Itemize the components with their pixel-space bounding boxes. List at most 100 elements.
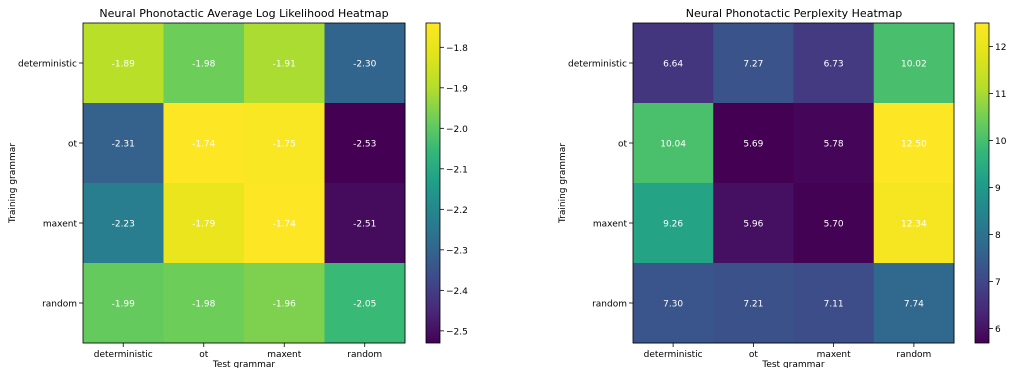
heatmap-cell — [633, 103, 714, 184]
x-tick-label: ot — [749, 350, 759, 360]
cell-value-label: 5.69 — [743, 140, 763, 150]
x-tick-label: deterministic — [94, 350, 153, 360]
cell-value-label: -2.30 — [353, 60, 377, 70]
cell-value-label: 7.30 — [663, 300, 683, 310]
cell-value-label: -1.74 — [192, 140, 216, 150]
cell-value-label: 9.26 — [663, 220, 683, 230]
heatmap-cell — [83, 103, 164, 184]
heatmap-cell — [633, 263, 714, 344]
cell-value-label: -1.91 — [273, 60, 296, 70]
heatmap-cell — [633, 183, 714, 264]
heatmap-cell — [873, 23, 955, 104]
y-tick-label: maxent — [43, 220, 78, 230]
cell-value-label: 7.21 — [743, 300, 763, 310]
heatmap-cell — [163, 23, 245, 104]
y-tick-label: ot — [618, 140, 628, 150]
heatmap-cell — [713, 23, 794, 104]
heatmap-cell — [324, 23, 406, 104]
heatmap-cell — [163, 103, 245, 184]
colorbar-tick-label: 6 — [995, 325, 1001, 335]
cell-value-label: 5.78 — [824, 140, 844, 150]
heatmap-cell — [324, 103, 406, 184]
cell-value-label: -1.89 — [112, 60, 136, 70]
cell-value-label: -1.96 — [273, 300, 297, 310]
y-axis-label: Training grammar — [558, 143, 568, 224]
x-axis-label: Test grammar — [212, 360, 276, 368]
y-tick-label: random — [592, 300, 627, 310]
cell-value-label: -2.31 — [112, 140, 135, 150]
cell-value-label: 7.27 — [743, 60, 763, 70]
heatmap-cell — [713, 263, 794, 344]
x-tick-label: random — [896, 350, 931, 360]
cell-value-label: 12.34 — [901, 220, 927, 230]
x-tick-label: ot — [199, 350, 209, 360]
cell-value-label: 5.70 — [824, 220, 844, 230]
heatmap-cell — [873, 183, 955, 264]
heatmap-cell — [244, 183, 325, 264]
heatmap-cell — [793, 183, 875, 264]
plot-frame — [632, 22, 955, 344]
colorbar-tick-label: −2.0 — [446, 125, 468, 135]
y-axis-label: Training grammar — [8, 143, 18, 224]
heatmap-cell — [163, 183, 245, 264]
cell-value-label: 5.96 — [743, 220, 763, 230]
colorbar-tick-label: 11 — [995, 90, 1006, 100]
colorbar-frame — [974, 22, 990, 344]
cell-value-label: -2.05 — [353, 300, 376, 310]
colorbar-tick-label: −2.4 — [446, 287, 468, 297]
colorbar-frame — [425, 22, 441, 344]
colorbar-tick-label: 12 — [995, 43, 1006, 53]
plot-frame — [82, 22, 406, 344]
heatmap-cell — [324, 263, 406, 344]
heatmap-cell — [244, 103, 325, 184]
colorbar-tick-label: −2.2 — [446, 206, 468, 216]
cell-value-label: 7.74 — [904, 300, 924, 310]
colorbar — [975, 23, 989, 343]
x-axis-label: Test grammar — [761, 360, 825, 368]
colorbar-tick-label: −2.1 — [446, 165, 468, 175]
colorbar-tick-label: −2.3 — [446, 246, 468, 256]
cell-value-label: -1.98 — [192, 60, 216, 70]
colorbar-tick-label: 10 — [995, 137, 1007, 147]
chart-title: Neural Phonotactic Average Log Likelihoo… — [99, 7, 388, 20]
cell-value-label: 6.64 — [663, 60, 683, 70]
colorbar-tick-label: 7 — [995, 278, 1001, 288]
heatmap-cell — [873, 103, 955, 184]
heatmap-cell — [244, 23, 325, 104]
colorbar-tick-label: −2.5 — [446, 327, 468, 337]
colorbar-tick-label: −1.9 — [446, 84, 468, 94]
heatmap-cell — [244, 263, 325, 344]
cell-value-label: -2.53 — [353, 140, 376, 150]
x-tick-label: maxent — [817, 350, 852, 360]
colorbar-tick-label: 9 — [995, 184, 1001, 194]
heatmap-cell — [83, 23, 164, 104]
cell-value-label: -1.98 — [192, 300, 216, 310]
heatmap-cell — [163, 263, 245, 344]
colorbar-tick-label: −1.8 — [446, 44, 468, 54]
cell-value-label: -1.99 — [112, 300, 136, 310]
cell-value-label: 10.02 — [901, 60, 927, 70]
y-tick-label: deterministic — [568, 60, 627, 70]
cell-value-label: -1.75 — [273, 140, 296, 150]
y-tick-label: ot — [68, 140, 78, 150]
cell-value-label: 6.73 — [824, 60, 844, 70]
heatmap-cell — [713, 183, 794, 264]
heatmap-cell — [793, 103, 875, 184]
heatmap-cell — [324, 183, 406, 264]
heatmap-cell — [713, 103, 794, 184]
heatmap-cell — [83, 183, 164, 264]
colorbar-tick-label: 8 — [995, 231, 1001, 241]
heatmap-cell — [633, 23, 714, 104]
heatmap-cell — [83, 263, 164, 344]
heatmap-cell — [793, 263, 875, 344]
cell-value-label: -2.51 — [353, 220, 376, 230]
x-tick-label: random — [347, 350, 382, 360]
chart-title: Neural Phonotactic Perplexity Heatmap — [686, 7, 902, 20]
heatmap-cell — [793, 23, 875, 104]
y-tick-label: random — [42, 300, 77, 310]
cell-value-label: -2.23 — [112, 220, 135, 230]
cell-value-label: -1.79 — [192, 220, 216, 230]
cell-value-label: 12.50 — [901, 140, 927, 150]
